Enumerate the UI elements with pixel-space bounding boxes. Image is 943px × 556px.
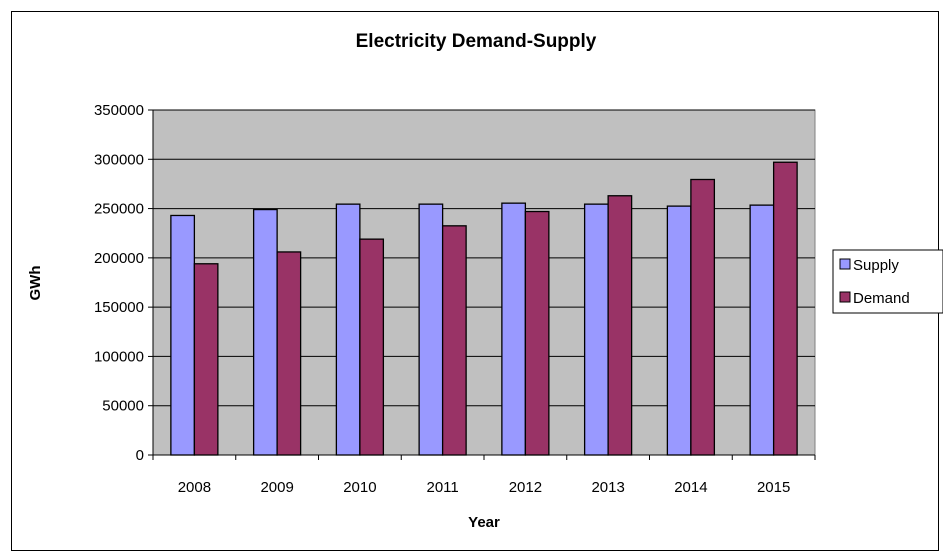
x-tick-label: 2011	[426, 479, 458, 496]
bar-supply-2010	[335, 203, 361, 456]
bar-supply-2008	[170, 214, 196, 456]
x-tick-label: 2010	[343, 479, 376, 496]
bars	[170, 161, 798, 456]
bar-supply-2015	[749, 204, 775, 456]
x-tick-label: 2009	[260, 479, 293, 496]
x-tick-label: 2013	[591, 479, 624, 496]
chart-title: Electricity Demand-Supply	[356, 31, 597, 52]
bar-supply-2014	[666, 205, 692, 456]
x-tick-label: 2008	[178, 479, 211, 496]
bar-supply-2013	[583, 203, 609, 456]
y-tick-label: 50000	[102, 398, 144, 415]
legend-box	[832, 249, 943, 314]
bar-demand-2009	[276, 251, 302, 456]
bar-demand-2013	[607, 195, 633, 456]
legend-label-demand: Demand	[853, 290, 910, 307]
y-tick-label: 0	[136, 447, 144, 464]
y-tick-label: 100000	[94, 348, 144, 365]
legend-swatch-supply	[839, 258, 851, 270]
x-tick-label: 2015	[757, 479, 790, 496]
bar-demand-2014	[690, 178, 716, 456]
y-tick-label: 350000	[94, 102, 144, 119]
x-axis-label: Year	[468, 514, 500, 531]
y-axis-label: GWh	[27, 266, 44, 301]
bar-demand-2012	[524, 210, 550, 456]
bar-demand-2008	[193, 263, 219, 456]
y-tick-labels: 0 50000 100000 150000 200000 250000 300000 3500…	[94, 102, 144, 464]
legend-label-supply: Supply	[853, 257, 899, 274]
bar-demand-2015	[772, 161, 798, 456]
y-tick-label: 300000	[94, 151, 144, 168]
legend: Supply Demand	[832, 249, 943, 314]
y-tick-label: 200000	[94, 250, 144, 267]
axes	[148, 109, 816, 460]
x-tick-labels: 2008 2009 2010 2011 2012 2013 2014 2015	[178, 479, 791, 496]
legend-swatch-demand	[839, 291, 851, 303]
x-tick-label: 2012	[509, 479, 542, 496]
x-tick-label: 2014	[674, 479, 707, 496]
bar-demand-2010	[359, 238, 385, 456]
bar-supply-2012	[501, 202, 527, 456]
bar-supply-2009	[252, 208, 278, 456]
y-tick-label: 150000	[94, 299, 144, 316]
y-tick-label: 250000	[94, 201, 144, 218]
bar-supply-2011	[418, 203, 444, 456]
bar-demand-2011	[441, 225, 467, 456]
plot-area	[152, 109, 816, 456]
